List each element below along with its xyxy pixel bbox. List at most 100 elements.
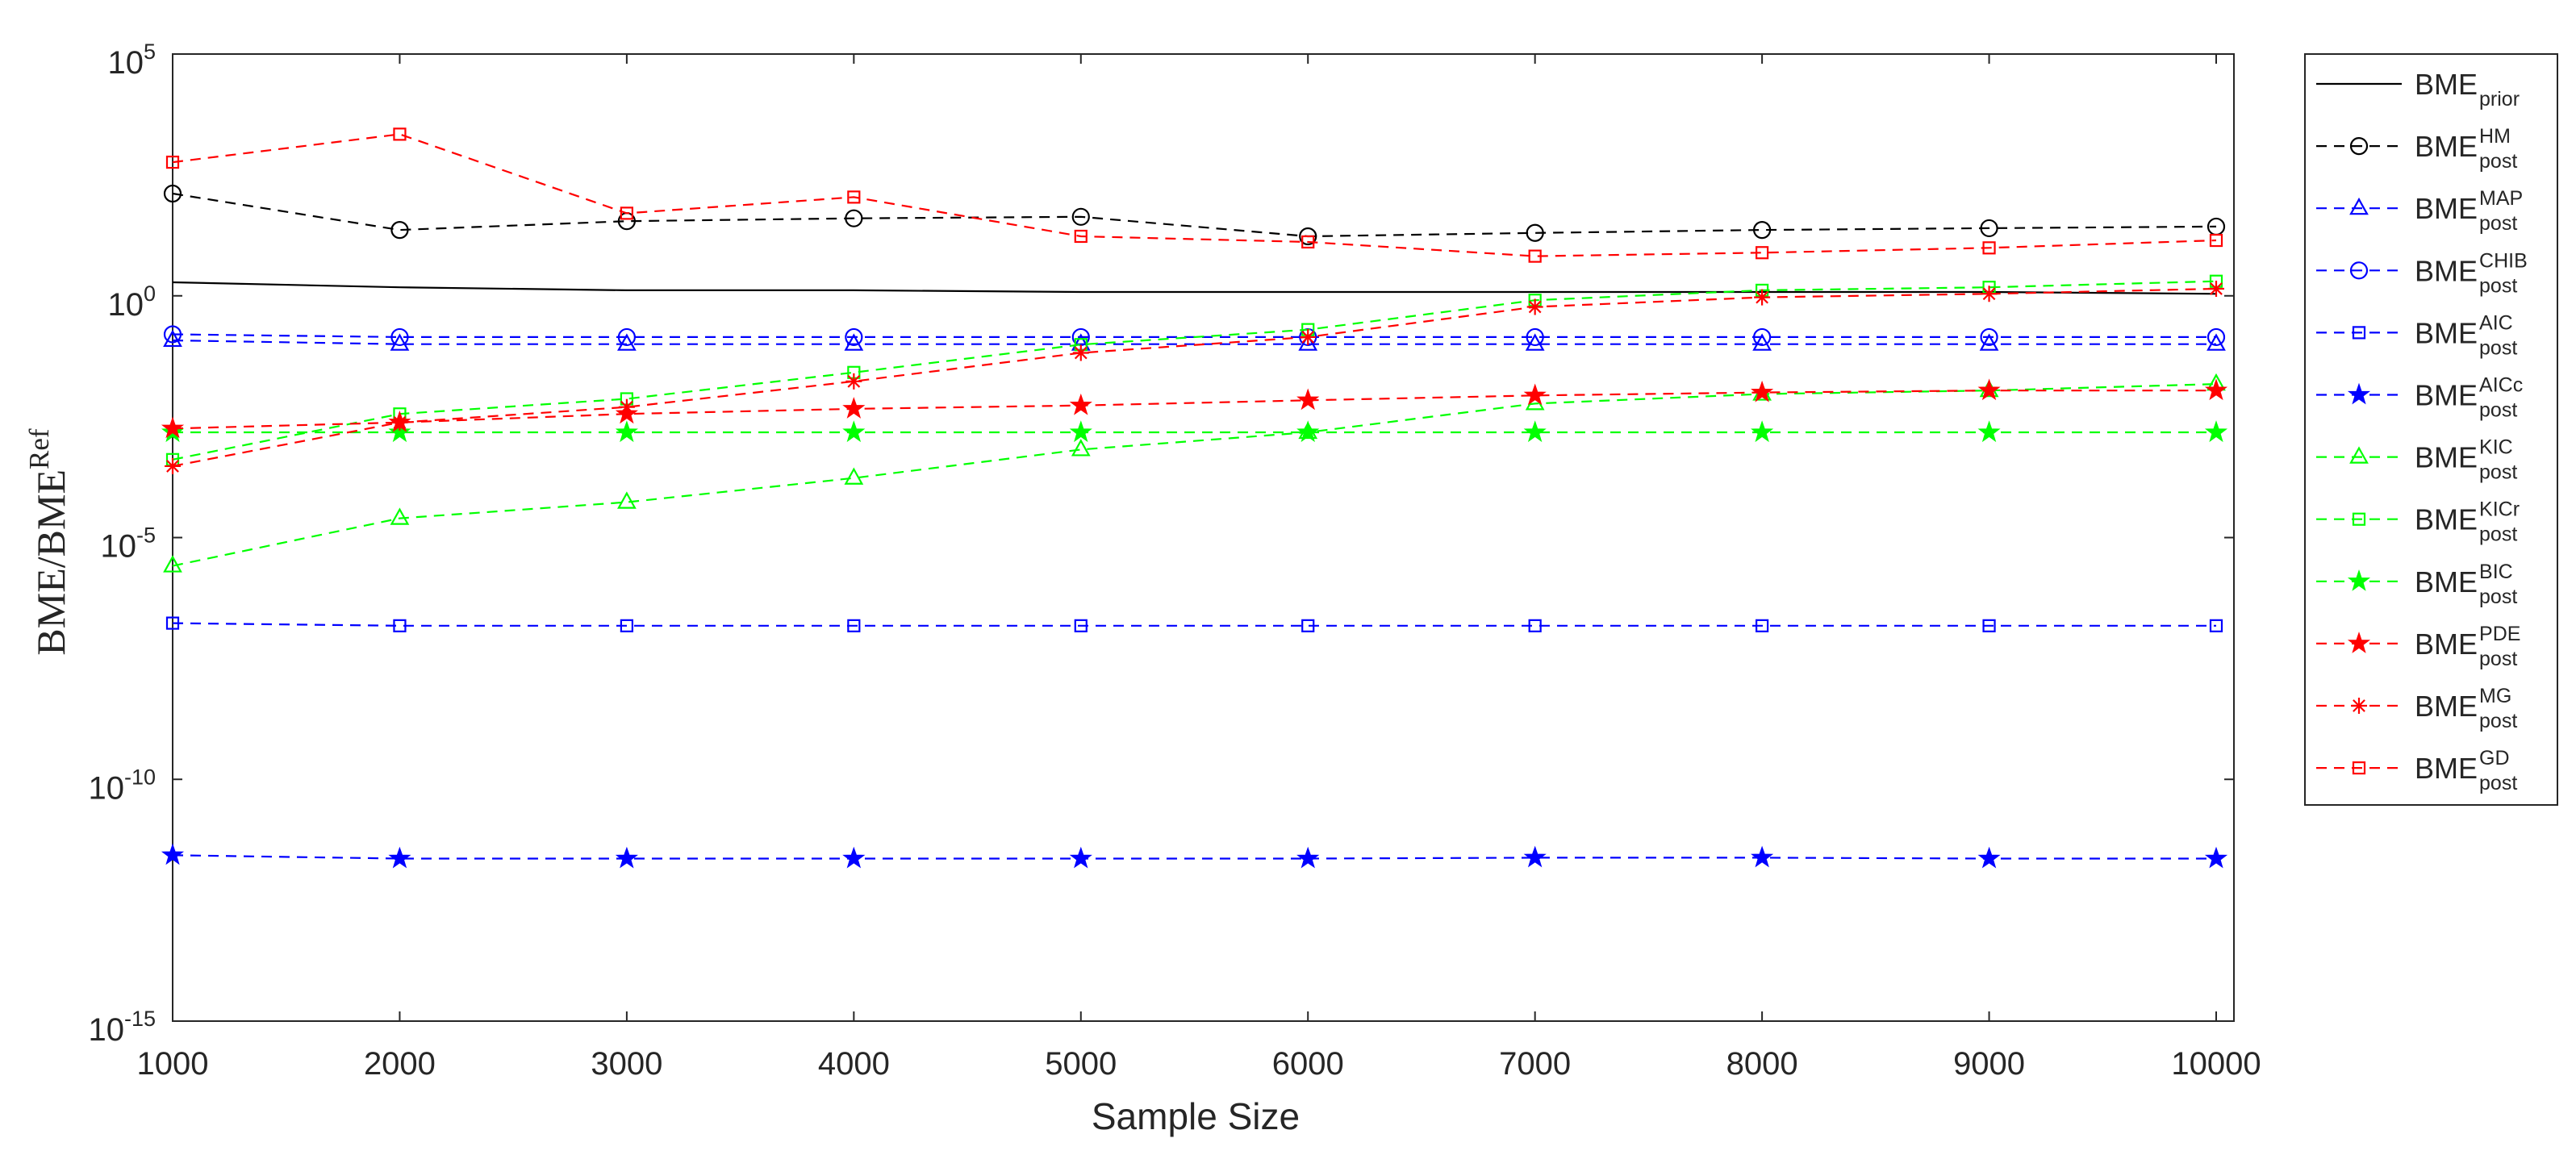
y-tick-exponent: -15 [124,1007,156,1031]
y-axis-label: BME/BMERef [23,428,73,655]
data-point-bme-post-aicc [388,846,411,869]
data-point-bme-post-kic [844,467,864,485]
data-point-bme-post-pde [1523,383,1547,406]
data-point-bme-post-aic [1982,619,1996,632]
legend-marker [2349,261,2369,280]
data-point-bme-post-bic [2204,420,2228,443]
legend-label-superscript: KICr [2479,498,2520,521]
data-point-bme-post-pde [2204,378,2228,401]
data-point-bme-post-aicc [161,843,185,865]
legend-entry-bme-prior: BME prior [2316,68,2520,110]
data-point-bme-post-gd [1074,229,1088,244]
legend-entry-bme-post-pde: BME PDE post [2316,623,2520,670]
legend-label-superscript: MAP [2479,187,2523,210]
data-point-bme-post-map [1525,333,1545,351]
data-point-bme-post-chib [617,327,636,347]
data-point-bme-post-map [1752,333,1772,351]
data-point-bme-post-pde [1751,380,1774,402]
legend-box [2304,53,2558,806]
data-point-bme-post-mg [1981,286,1998,302]
data-point-bme-post-pde [1069,393,1092,415]
data-point-bme-post-chib [2207,327,2226,347]
data-point-bme-post-hm [1753,221,1772,240]
series-line-bme-post-gd [172,133,2217,257]
data-point-bme-post-bic [1977,420,2001,443]
data-point-bme-post-mg [618,398,635,415]
legend-label: BME [2415,379,2478,412]
legend-marker [2352,326,2366,340]
data-point-bme-post-gd [620,206,633,220]
x-tick-label: 7000 [1499,1046,1571,1082]
series-bme-post-mg [165,280,2224,474]
data-point-bme-post-hm [1071,207,1090,226]
legend-label-subscript: post [2479,710,2517,732]
data-point-bme-post-aicc [1751,845,1774,868]
legend-label-subscript: post [2479,461,2517,484]
y-tick-label: 100 [107,281,156,323]
legend-marker [2351,698,2367,714]
data-point-bme-post-gd [165,155,180,169]
data-point-bme-post-pde [842,397,866,419]
series-line-bme-post-kic [172,383,2217,567]
y-axis-label-superscript: Ref [23,428,55,469]
data-point-bme-post-gd [1756,246,1769,260]
data-point-bme-post-aic [165,616,180,630]
legend-label: BME [2415,565,2478,598]
x-tick-label: 5000 [1045,1046,1117,1082]
legend-label-superscript: PDE [2479,623,2520,645]
y-tick-exponent: 5 [144,40,156,64]
series-line-bme-post-aic [172,622,2216,627]
legend-marker [2352,512,2366,526]
y-tick-label: 105 [107,40,156,81]
data-point-bme-post-kic [617,491,637,509]
data-point-bme-post-gd [393,127,407,141]
legend-label-subscript: post [2479,212,2517,235]
data-point-bme-post-mg [1300,328,1317,345]
data-point-bme-post-gd [1982,241,1996,255]
series-line-bme-prior [172,281,2217,295]
legend-label: BME [2415,628,2478,661]
series-line-bme-post-aicc [172,854,2216,860]
legend-label-superscript: MG [2479,685,2511,707]
x-tick-label: 3000 [591,1046,662,1082]
data-point-bme-post-bic [388,420,411,443]
data-point-bme-post-mg [1072,344,1089,361]
data-point-bme-post-gd [1301,235,1315,249]
legend-marker [2349,446,2369,464]
data-point-bme-post-map [2207,333,2226,351]
data-point-bme-post-aicc [1977,846,2001,869]
x-tick-label: 4000 [818,1046,890,1082]
series-line-bme-post-pde [172,390,2216,430]
data-point-bme-post-mg [165,457,181,474]
legend-entry-bme-post-mg: BME MG post [2316,685,2517,732]
data-point-bme-post-aicc [1069,846,1092,869]
legend-label-superscript: AIC [2479,311,2513,334]
y-tick-exponent: -5 [136,523,156,548]
data-point-bme-post-bic [615,420,638,443]
data-point-bme-post-mg [2208,280,2224,297]
legend-label-superscript: CHIB [2479,249,2528,272]
legend-label-subscript: prior [2479,88,2520,110]
data-point-bme-post-bic [1296,420,1320,443]
series-line-bme-post-hm [172,192,2217,238]
data-point-bme-post-mg [1754,289,1771,306]
legend-label: BME [2415,690,2478,723]
y-tick-label: 10-15 [88,1007,156,1048]
data-point-bme-post-map [163,329,182,348]
data-point-bme-post-aic [1528,619,1542,632]
data-point-bme-post-chib [390,327,409,347]
data-point-bme-post-gd [2209,233,2223,248]
legend-label-subscript: post [2479,772,2517,794]
data-point-bme-post-chib [1753,327,1772,347]
data-point-bme-post-aic [1301,619,1315,632]
x-tick-label: 9000 [1953,1046,2025,1082]
data-point-bme-post-kic [163,555,182,573]
data-point-bme-post-mg [1526,298,1543,315]
data-point-bme-post-map [617,333,637,351]
legend-label-superscript: KIC [2479,436,2513,459]
data-point-bme-post-kic [390,507,410,525]
